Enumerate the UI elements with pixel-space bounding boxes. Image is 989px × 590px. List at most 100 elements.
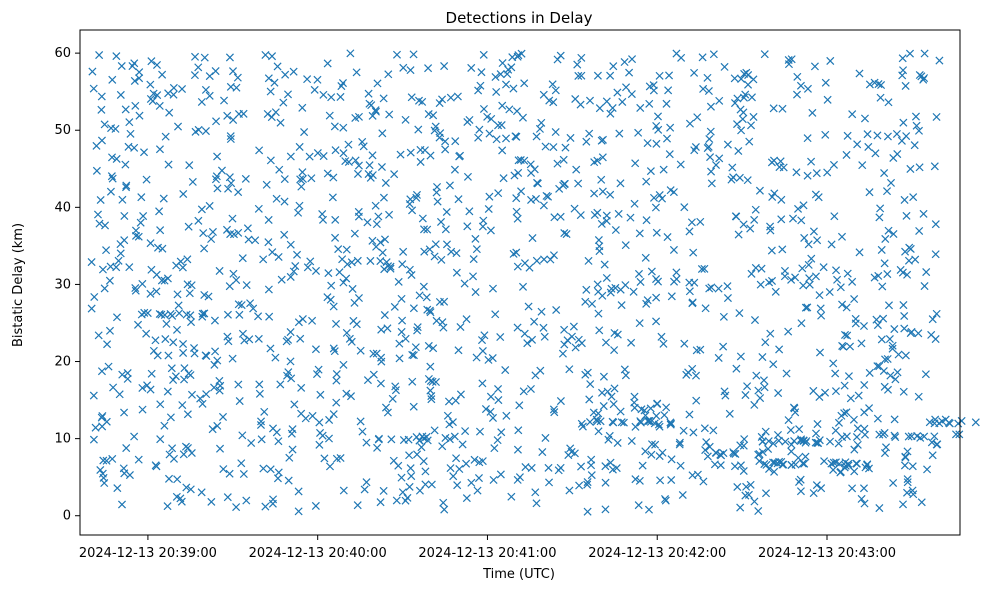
detection-point (108, 75, 117, 84)
detection-point (799, 436, 808, 445)
detection-point (155, 145, 164, 154)
detection-point (814, 439, 823, 448)
detection-point (827, 240, 836, 249)
detection-point (951, 430, 961, 439)
detection-point (735, 173, 744, 182)
detection-point (396, 150, 405, 159)
detection-point (383, 408, 392, 417)
detection-point (920, 74, 929, 83)
detection-point (294, 208, 303, 217)
detection-point (803, 171, 812, 180)
detection-point (747, 269, 756, 278)
detection-point (613, 438, 622, 447)
detection-point (704, 87, 713, 96)
detection-point (664, 86, 673, 95)
detection-point (706, 127, 715, 136)
detection-point (491, 72, 500, 82)
detection-point (133, 320, 143, 329)
detection-point (932, 309, 941, 318)
detection-point (418, 214, 427, 223)
detection-point (915, 226, 924, 236)
detection-point (897, 136, 906, 145)
detection-point (561, 143, 570, 152)
detection-point (565, 486, 574, 495)
detection-point (597, 219, 606, 228)
detection-point (512, 248, 521, 257)
detection-point (894, 350, 903, 359)
detection-point (662, 403, 671, 412)
detection-point (478, 222, 487, 231)
detection-point (383, 324, 392, 333)
detection-point (300, 128, 309, 137)
detection-point (930, 432, 939, 441)
detection-point (264, 215, 273, 224)
detection-point (898, 268, 907, 277)
detection-point (817, 484, 826, 493)
detection-point (627, 90, 636, 99)
detection-point (890, 415, 899, 424)
detection-point (613, 88, 622, 97)
detection-point (595, 242, 604, 251)
detection-point (853, 440, 862, 449)
detection-point (750, 497, 759, 506)
detection-point (354, 161, 363, 170)
detection-point (433, 197, 442, 206)
detection-point (636, 277, 645, 286)
y-axis-label: Bistatic Delay (km) (11, 223, 26, 347)
detection-point (523, 339, 532, 348)
detection-point (606, 71, 615, 80)
detection-point (536, 366, 545, 375)
detection-point (270, 78, 279, 87)
detection-point (194, 63, 203, 72)
detection-point (418, 97, 427, 106)
detection-point (914, 329, 923, 338)
detection-point (264, 238, 273, 247)
detection-point (323, 169, 332, 178)
detection-point (104, 362, 113, 371)
detection-point (213, 184, 222, 193)
detection-point (693, 470, 702, 479)
detection-point (830, 212, 839, 221)
detection-point (742, 482, 751, 491)
detection-point (121, 160, 130, 169)
detection-point (842, 150, 851, 159)
detection-point (351, 156, 360, 165)
detection-point (338, 255, 347, 264)
detection-point (379, 193, 388, 202)
detection-point (320, 454, 329, 463)
detection-point (655, 191, 664, 200)
detection-point (583, 478, 592, 487)
detection-point (498, 101, 507, 110)
detection-point (399, 63, 408, 72)
detection-point (770, 467, 779, 476)
detection-point (701, 446, 710, 455)
detection-point (544, 192, 553, 201)
detection-point (583, 368, 592, 377)
detection-point (324, 434, 334, 443)
detection-point (737, 126, 746, 135)
detection-point (532, 499, 541, 508)
detection-point (327, 281, 336, 290)
detection-point (606, 458, 615, 467)
detection-point (324, 269, 333, 278)
detection-point (841, 458, 850, 467)
detection-point (927, 438, 936, 447)
detection-point (690, 146, 699, 155)
detection-point (408, 377, 417, 386)
detection-point (653, 400, 662, 409)
detection-point (539, 323, 548, 332)
detection-point (412, 193, 421, 202)
detection-point (306, 257, 315, 266)
detection-point (95, 51, 104, 60)
detection-point (147, 369, 156, 378)
detection-point (494, 121, 503, 130)
detection-point (488, 354, 497, 363)
detection-point (655, 71, 664, 80)
detection-point (268, 248, 277, 257)
detection-point (429, 344, 438, 353)
detection-point (262, 180, 271, 189)
detection-point (931, 220, 940, 229)
detection-point (164, 160, 173, 169)
detection-point (517, 187, 526, 196)
detection-point (468, 272, 478, 281)
